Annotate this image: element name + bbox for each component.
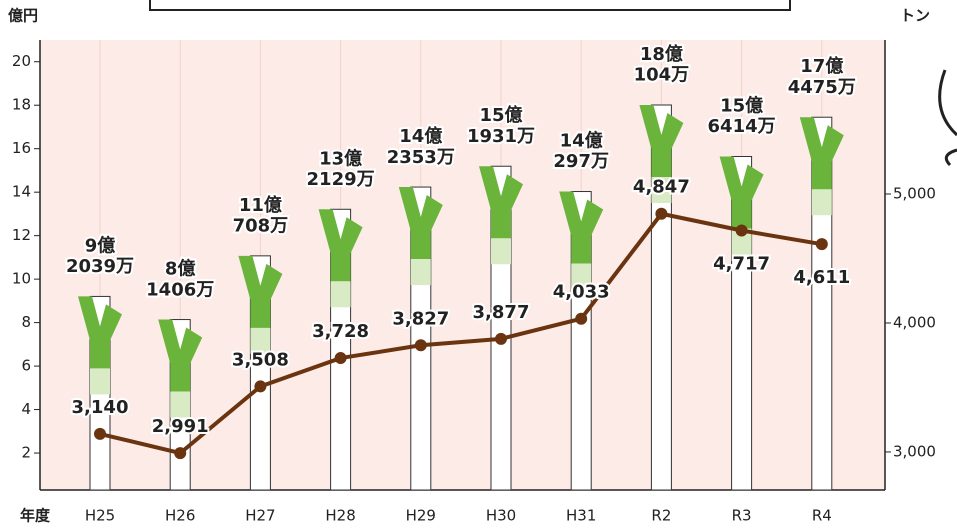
x-tick-label: R4	[812, 507, 832, 525]
frame-decoration	[150, 0, 790, 10]
line-value-label: 4,717	[713, 253, 770, 274]
line-value-label: 3,140	[72, 397, 129, 418]
y-tick-label: 8	[21, 313, 31, 331]
onion-light	[812, 189, 832, 215]
onion-light	[331, 281, 351, 307]
y-tick-label: 2	[21, 444, 31, 462]
x-tick-label: H25	[85, 507, 115, 525]
x-tick-label: R3	[732, 507, 752, 525]
x-tick-label: H30	[486, 507, 516, 525]
y-tick-label: 14	[12, 183, 31, 201]
line-point	[94, 428, 106, 440]
onion-light	[90, 368, 110, 394]
x-tick-label: H29	[406, 507, 436, 525]
onion-light	[491, 238, 511, 264]
y-tick-label: 4	[21, 400, 31, 418]
line-point	[736, 224, 748, 236]
line-point	[575, 313, 587, 325]
x-tick-label: R2	[651, 507, 671, 525]
line-point	[816, 238, 828, 250]
y-tick-label: 10	[12, 270, 31, 288]
line-point	[495, 333, 507, 345]
line-value-label: 3,827	[392, 308, 449, 329]
y-tick-label: 12	[12, 226, 31, 244]
x-tick-label: H26	[165, 507, 195, 525]
y-tick-label: 20	[12, 52, 31, 70]
line-value-label: 4,611	[793, 267, 850, 288]
y2-tick-label: 4,000	[893, 313, 936, 331]
chart: 億円 トン 年度 2 4 6 8 10 12 14 16 18 20 3,000 4,000 5,000…	[0, 0, 957, 530]
line-value-label: 4,847	[633, 177, 690, 198]
line-point	[254, 380, 266, 392]
line-value-label: 3,508	[232, 349, 289, 370]
y2-tick-label: 5,000	[893, 184, 936, 202]
onion-light	[170, 392, 190, 418]
y-tick-label: 18	[12, 96, 31, 114]
line-value-label: 3,728	[312, 321, 369, 342]
line-value-label: 2,991	[152, 416, 209, 437]
line-point	[415, 339, 427, 351]
line-value-label: 4,033	[553, 282, 610, 303]
onion-light	[411, 259, 431, 285]
x-axis-label: 年度	[20, 507, 51, 525]
x-tick-label: H27	[245, 507, 275, 525]
y2-tick-label: 3,000	[893, 442, 936, 460]
y-axis-label: 億円	[8, 7, 38, 25]
x-tick-label: H28	[325, 507, 355, 525]
y-tick-label: 6	[21, 357, 31, 375]
line-point	[655, 208, 667, 220]
line-point	[174, 447, 186, 459]
line-point	[335, 352, 347, 364]
y-tick-label: 16	[12, 139, 31, 157]
x-tick-label: H31	[566, 507, 596, 525]
y2-axis-label: トン	[900, 7, 930, 25]
side-decoration	[940, 70, 957, 165]
line-value-label: 3,877	[473, 302, 530, 323]
